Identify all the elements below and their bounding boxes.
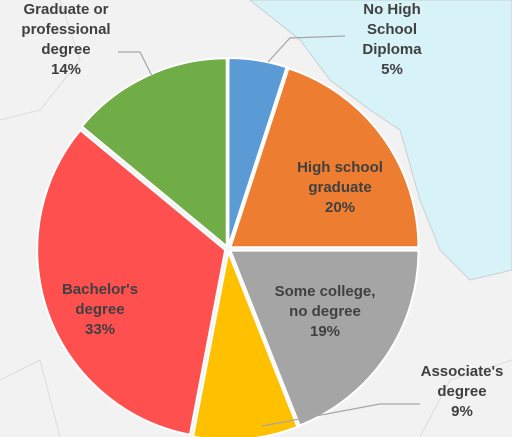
pie-slice [191,248,299,437]
data-label: Graduate or professional degree 14% [1,0,131,80]
data-label: High school graduate 20% [275,158,405,218]
pie-slice [36,128,227,436]
pie-slice [227,57,288,247]
data-label: No High School Diploma 5% [342,0,442,80]
leader-lines [118,35,420,427]
percent-label: 20% [324,199,356,216]
percent-label: 5% [381,61,403,78]
category-label: Some college, no degree [274,283,376,320]
data-label: Some college, no degree 19% [265,282,385,342]
pie-slice [229,67,420,249]
percent-label: 9% [451,403,473,420]
percent-label: 33% [84,321,116,338]
category-label: High school graduate [297,159,383,196]
data-label: Bachelor's degree 33% [45,280,155,340]
pie-slice [229,249,420,427]
percent-label: 19% [309,323,341,340]
category-label: Graduate or professional degree [21,1,111,58]
category-label: No High School Diploma [362,1,422,58]
category-label: Bachelor's degree [61,281,139,318]
percent-label: 14% [50,61,82,78]
category-label: Associate's degree [420,363,504,400]
pie-slice [80,57,228,249]
data-label: Associate's degree 9% [412,362,512,422]
